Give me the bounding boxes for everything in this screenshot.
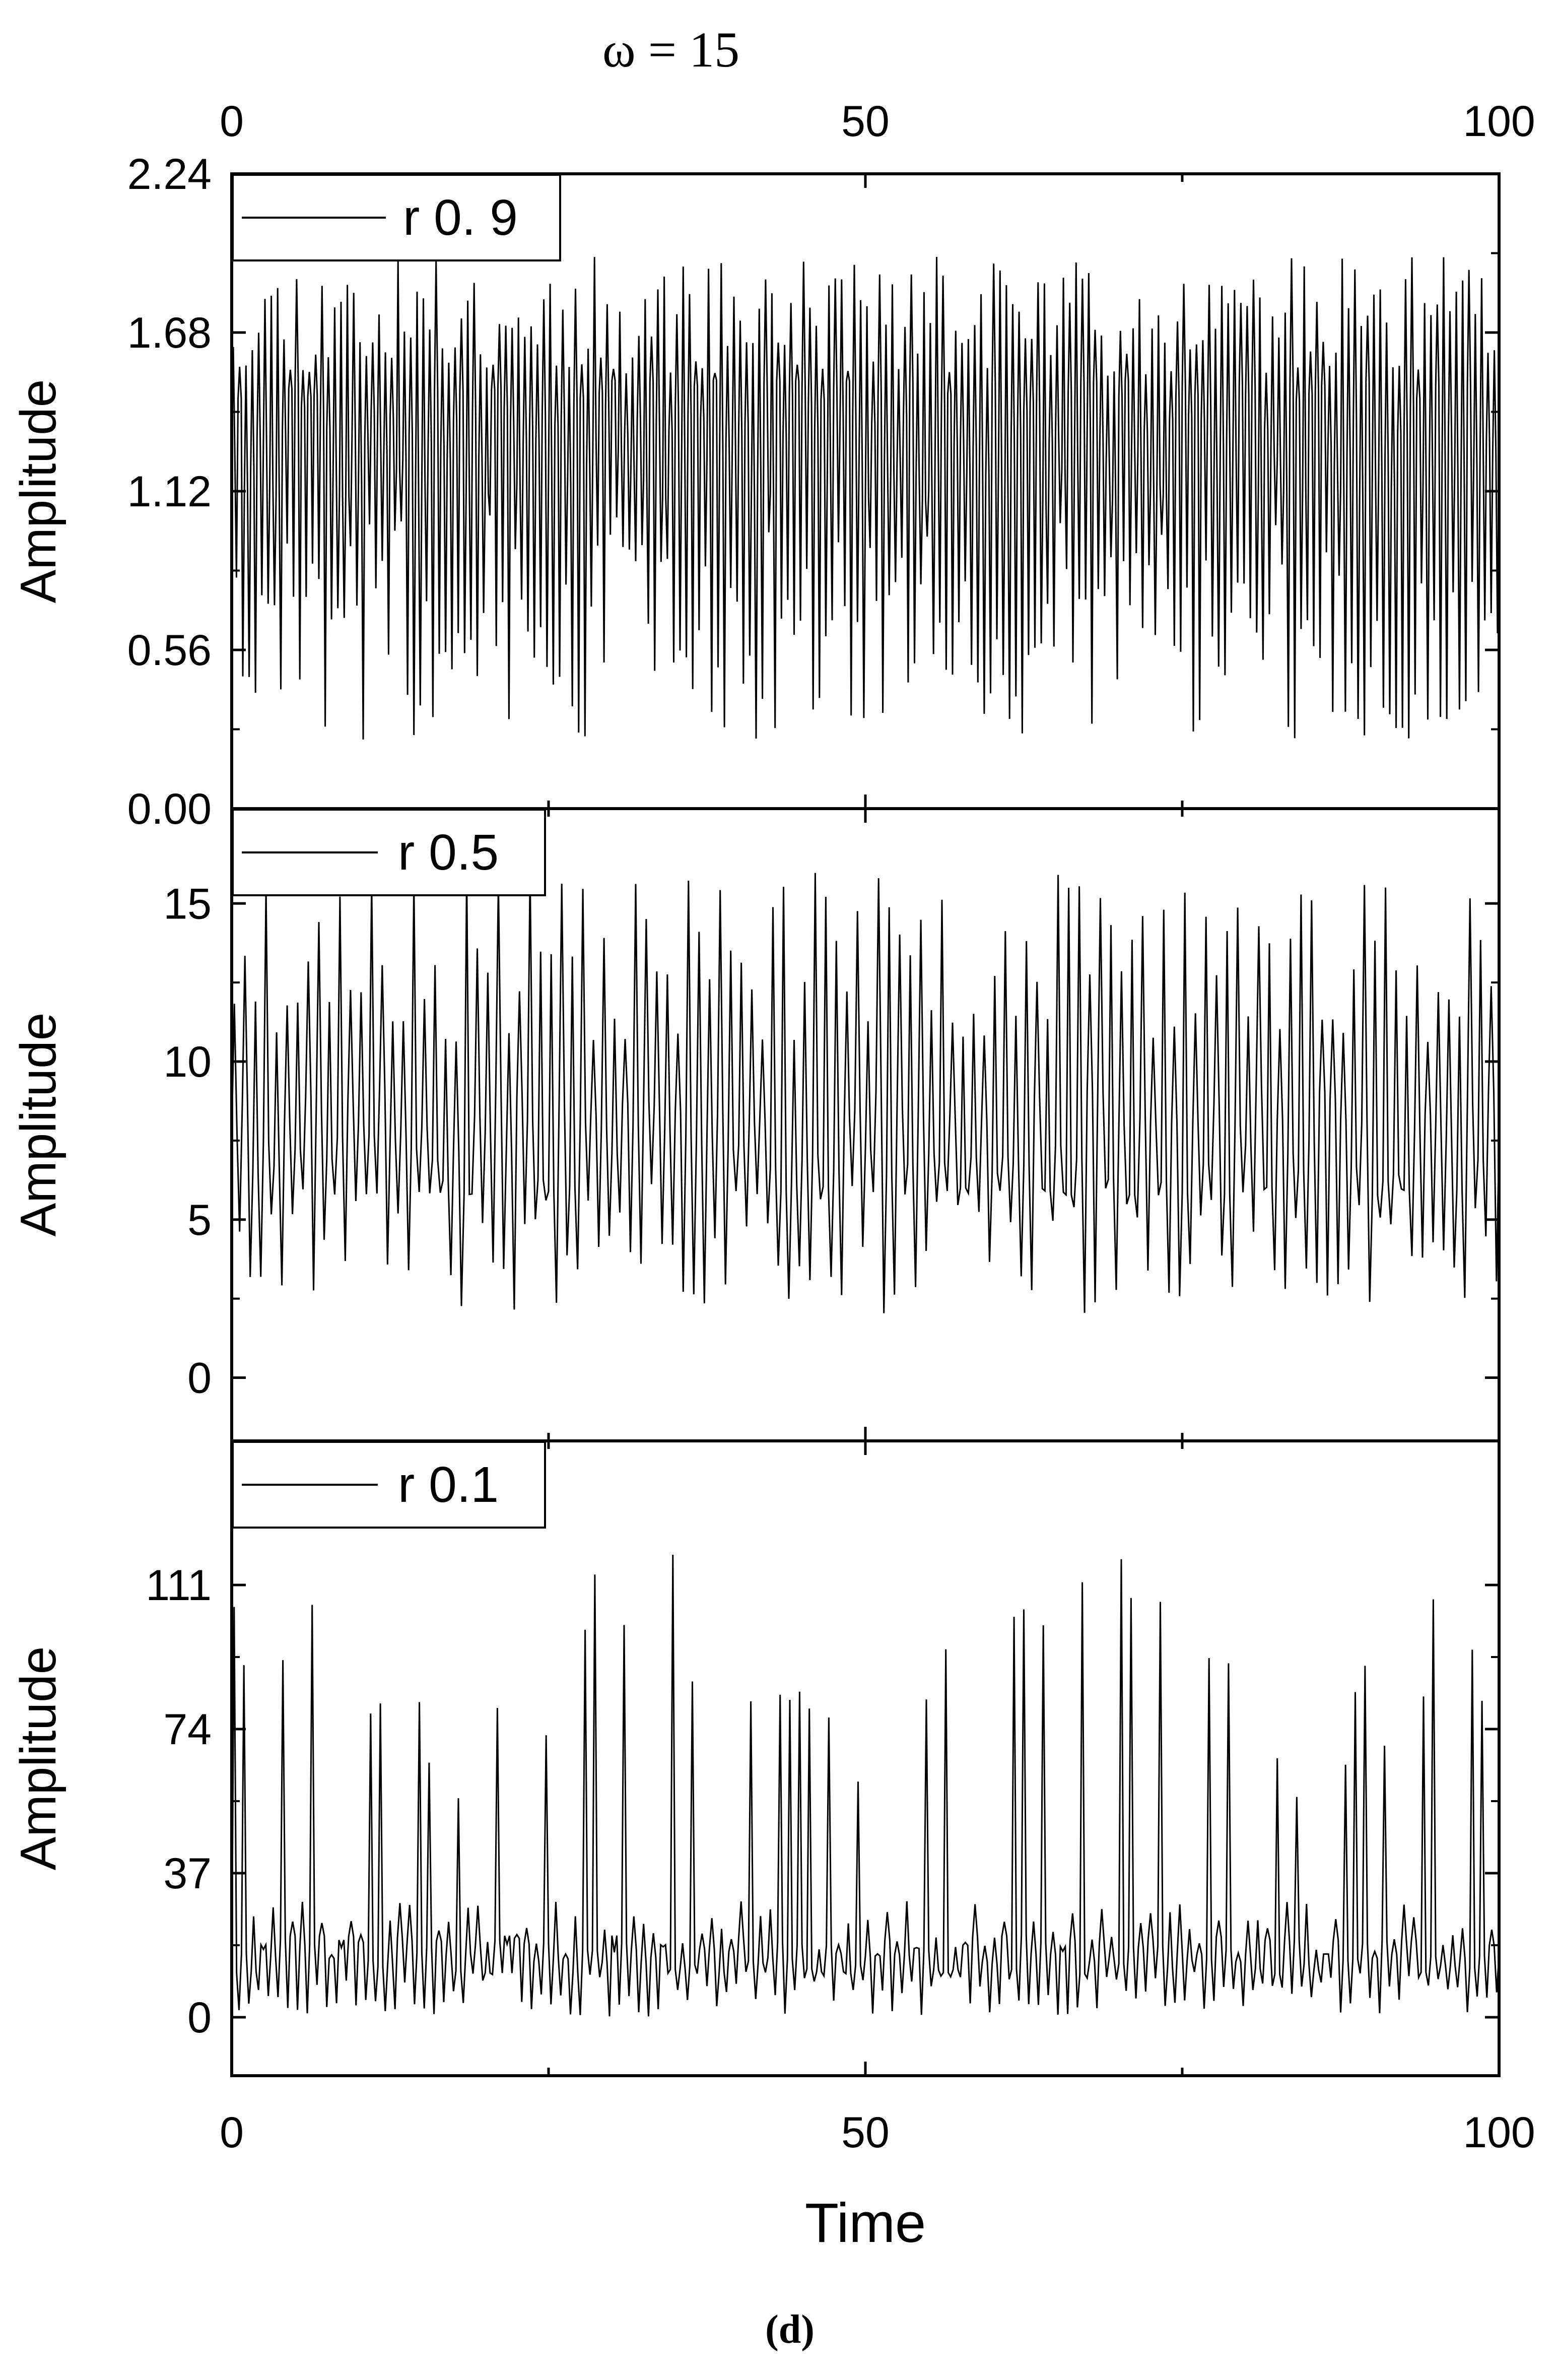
- y-axis-label: Amplitude: [10, 379, 66, 604]
- figure-title: ω = 15: [602, 22, 739, 78]
- series-line-r05: [231, 872, 1500, 1313]
- top-tick-label-0: 0: [220, 97, 244, 146]
- y-tick-labels: 0.00 0.56 1.12 1.68 2.24: [127, 150, 212, 833]
- y-tick-label-1: 37: [163, 1849, 212, 1898]
- panel-ticks: [230, 1441, 1501, 2076]
- legend: r 0. 9: [232, 174, 561, 261]
- y-tick-label-3: 1.68: [127, 309, 212, 357]
- y-tick-label-0: 0.00: [127, 785, 212, 833]
- y-tick-label-0: 0: [187, 1994, 212, 2042]
- panel-r09: 0.00 0.56 1.12 1.68 2.24 r 0. 9 Amplitude: [10, 150, 1501, 833]
- top-tick-label-50: 50: [841, 97, 890, 146]
- bottom-tick-label-100: 100: [1463, 2108, 1535, 2157]
- series-line-r09: [231, 256, 1500, 740]
- legend-label: r 0. 9: [403, 189, 518, 246]
- legend-label: r 0.1: [398, 1457, 499, 1513]
- y-tick-label-3: 111: [146, 1561, 212, 1610]
- panel-r01: 0 37 74 111 r 0.1 Amplitude: [10, 1439, 1501, 2077]
- y-tick-label-1: 5: [187, 1196, 212, 1244]
- panel-frame: [230, 1439, 1501, 2077]
- bottom-tick-label-0: 0: [220, 2108, 244, 2157]
- y-tick-labels: 0 37 74 111: [146, 1561, 212, 2042]
- y-axis-label: Amplitude: [10, 1646, 66, 1871]
- bottom-axis-labels: 0 50 100: [220, 2108, 1535, 2157]
- y-tick-label-1: 0.56: [127, 626, 212, 675]
- legend-label: r 0.5: [398, 824, 499, 881]
- x-axis-label: Time: [805, 2192, 926, 2254]
- series-line-r01: [231, 1554, 1500, 2017]
- legend: r 0.5: [232, 809, 546, 896]
- y-tick-label-0: 0: [187, 1354, 212, 1403]
- y-tick-label-2: 74: [163, 1705, 212, 1754]
- figure-caption: (d): [765, 2307, 815, 2352]
- bottom-tick-label-50: 50: [841, 2108, 890, 2157]
- y-tick-label-2: 10: [163, 1038, 212, 1086]
- y-tick-label-2: 1.12: [127, 468, 212, 516]
- panel-r05: 0 5 10 15 r 0.5 Amplitude: [10, 807, 1501, 1442]
- y-axis-label: Amplitude: [10, 1013, 66, 1237]
- legend: r 0.1: [232, 1441, 546, 1529]
- top-axis-labels: 0 50 100: [220, 97, 1535, 146]
- y-tick-label-4: 2.24: [127, 150, 212, 199]
- top-tick-label-100: 100: [1463, 97, 1535, 146]
- y-tick-label-3: 15: [163, 880, 212, 928]
- y-tick-labels: 0 5 10 15: [163, 880, 212, 1402]
